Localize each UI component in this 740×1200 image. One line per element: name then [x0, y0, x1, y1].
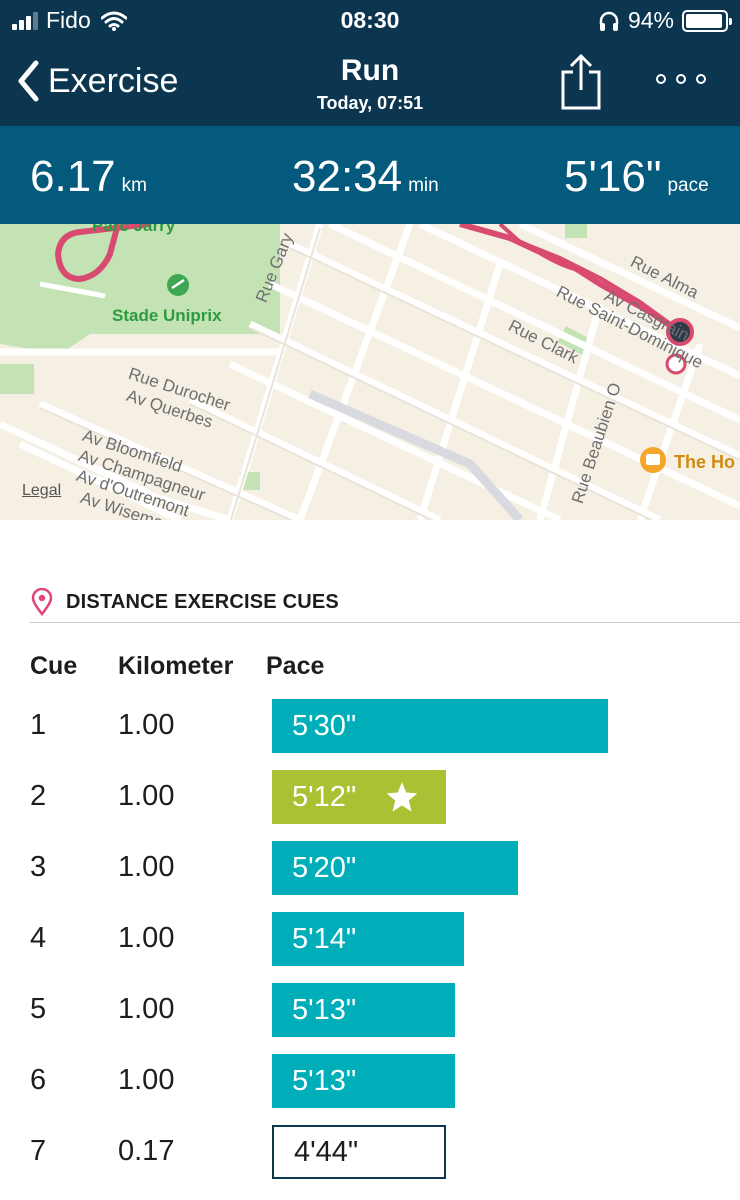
park-area	[565, 224, 587, 238]
chevron-left-icon	[18, 60, 39, 102]
duration-unit: min	[408, 175, 439, 196]
hotel-icon	[646, 454, 660, 465]
cue-number: 1	[30, 709, 47, 741]
park-area	[0, 224, 280, 354]
cue-kilometer: 1.00	[118, 922, 175, 954]
pace-label: 5'12"	[292, 780, 357, 813]
more-button[interactable]	[656, 74, 706, 84]
cue-number: 2	[30, 780, 47, 812]
map-legal-link[interactable]: Legal	[22, 482, 62, 499]
route-map[interactable]: Parc Jarry Stade Uniprix Rue Gary Rue Al…	[0, 224, 740, 520]
nav-bar: Exercise Run Today, 07:51	[0, 40, 740, 126]
status-time: 08:30	[340, 7, 400, 33]
cues-section-title: DISTANCE EXERCISE CUES	[66, 590, 339, 613]
pace-value: 5'16"	[564, 152, 662, 201]
pace-label: 5'20"	[292, 851, 357, 884]
share-icon	[561, 53, 601, 110]
pace-label: 5'13"	[292, 993, 357, 1026]
pace-bar: 5'20"	[272, 841, 518, 895]
back-label: Exercise	[48, 61, 179, 100]
park-area	[0, 364, 34, 394]
pace-bar: 4'44"	[272, 1125, 446, 1179]
cue-number: 4	[30, 922, 47, 954]
pace-label: 5'30"	[292, 709, 357, 742]
street-outlines	[39, 227, 740, 520]
cues-section-header: DISTANCE EXERCISE CUES	[30, 588, 339, 616]
pace-bar: 5'14"	[272, 912, 464, 966]
headphones-icon	[599, 11, 619, 31]
route-start-marker[interactable]	[665, 353, 687, 375]
column-header-cue: Cue	[30, 652, 78, 680]
distance-stat: 6.17 km	[30, 152, 147, 202]
column-header-pace: Pace	[266, 652, 325, 680]
cue-number: 6	[30, 1064, 47, 1096]
more-icon	[676, 74, 686, 84]
cue-kilometer: 1.00	[118, 993, 175, 1025]
stats-bar: 6.17 km 32:34 min 5'16" pace	[0, 126, 740, 224]
pace-label: 4'44"	[294, 1135, 359, 1168]
pace-bar: 5'30"	[272, 699, 608, 753]
status-bar: Fido 08:30 94%	[0, 0, 740, 40]
cue-kilometer: 1.00	[118, 851, 175, 883]
pace-bar: 5'13"	[272, 983, 455, 1037]
battery-icon	[682, 9, 732, 32]
distance-value: 6.17	[30, 152, 116, 201]
pace-bar-fastest: 5'12"	[272, 770, 446, 824]
map-label-parc-jarry: Parc Jarry	[92, 224, 176, 235]
signal-icon	[12, 11, 38, 30]
route-line	[55, 224, 151, 282]
cue-number: 3	[30, 851, 47, 883]
pace-label: 5'14"	[292, 922, 357, 955]
status-right: 94%	[598, 7, 732, 34]
map-canvas	[0, 224, 740, 520]
route-end-marker[interactable]	[666, 318, 694, 346]
cue-kilometer: 1.00	[118, 780, 175, 812]
battery-fill	[686, 13, 722, 28]
wifi-icon	[100, 11, 127, 31]
pace-label: 5'13"	[292, 1064, 357, 1097]
location-pin-icon	[31, 588, 53, 616]
map-label-hotel[interactable]: The Ho	[674, 452, 735, 472]
distance-unit: km	[121, 175, 147, 196]
duration-value: 32:34	[292, 152, 403, 201]
star-icon	[386, 782, 418, 812]
highway	[308, 389, 524, 520]
cue-kilometer: 0.17	[118, 1135, 175, 1167]
section-divider	[30, 622, 740, 623]
back-button[interactable]: Exercise	[16, 60, 178, 102]
status-left: Fido	[12, 7, 127, 34]
pace-stat: 5'16" pace	[564, 152, 709, 202]
pace-unit: pace	[667, 175, 709, 196]
more-icon	[696, 74, 706, 84]
cue-number: 5	[30, 993, 47, 1025]
cue-kilometer: 1.00	[118, 709, 175, 741]
route-line	[498, 224, 678, 330]
street	[39, 281, 106, 299]
more-icon	[656, 74, 666, 84]
duration-stat: 32:34 min	[292, 152, 439, 202]
cue-number: 7	[30, 1135, 47, 1167]
cue-kilometer: 1.00	[118, 1064, 175, 1096]
pace-bar: 5'13"	[272, 1054, 455, 1108]
street-grid	[0, 224, 740, 520]
share-button[interactable]	[560, 53, 602, 115]
map-label-stade: Stade Uniprix	[112, 306, 222, 325]
carrier-name: Fido	[46, 7, 91, 33]
column-header-kilometer: Kilometer	[118, 652, 234, 680]
battery-percent: 94%	[627, 7, 674, 33]
stadium-icon	[171, 278, 185, 290]
